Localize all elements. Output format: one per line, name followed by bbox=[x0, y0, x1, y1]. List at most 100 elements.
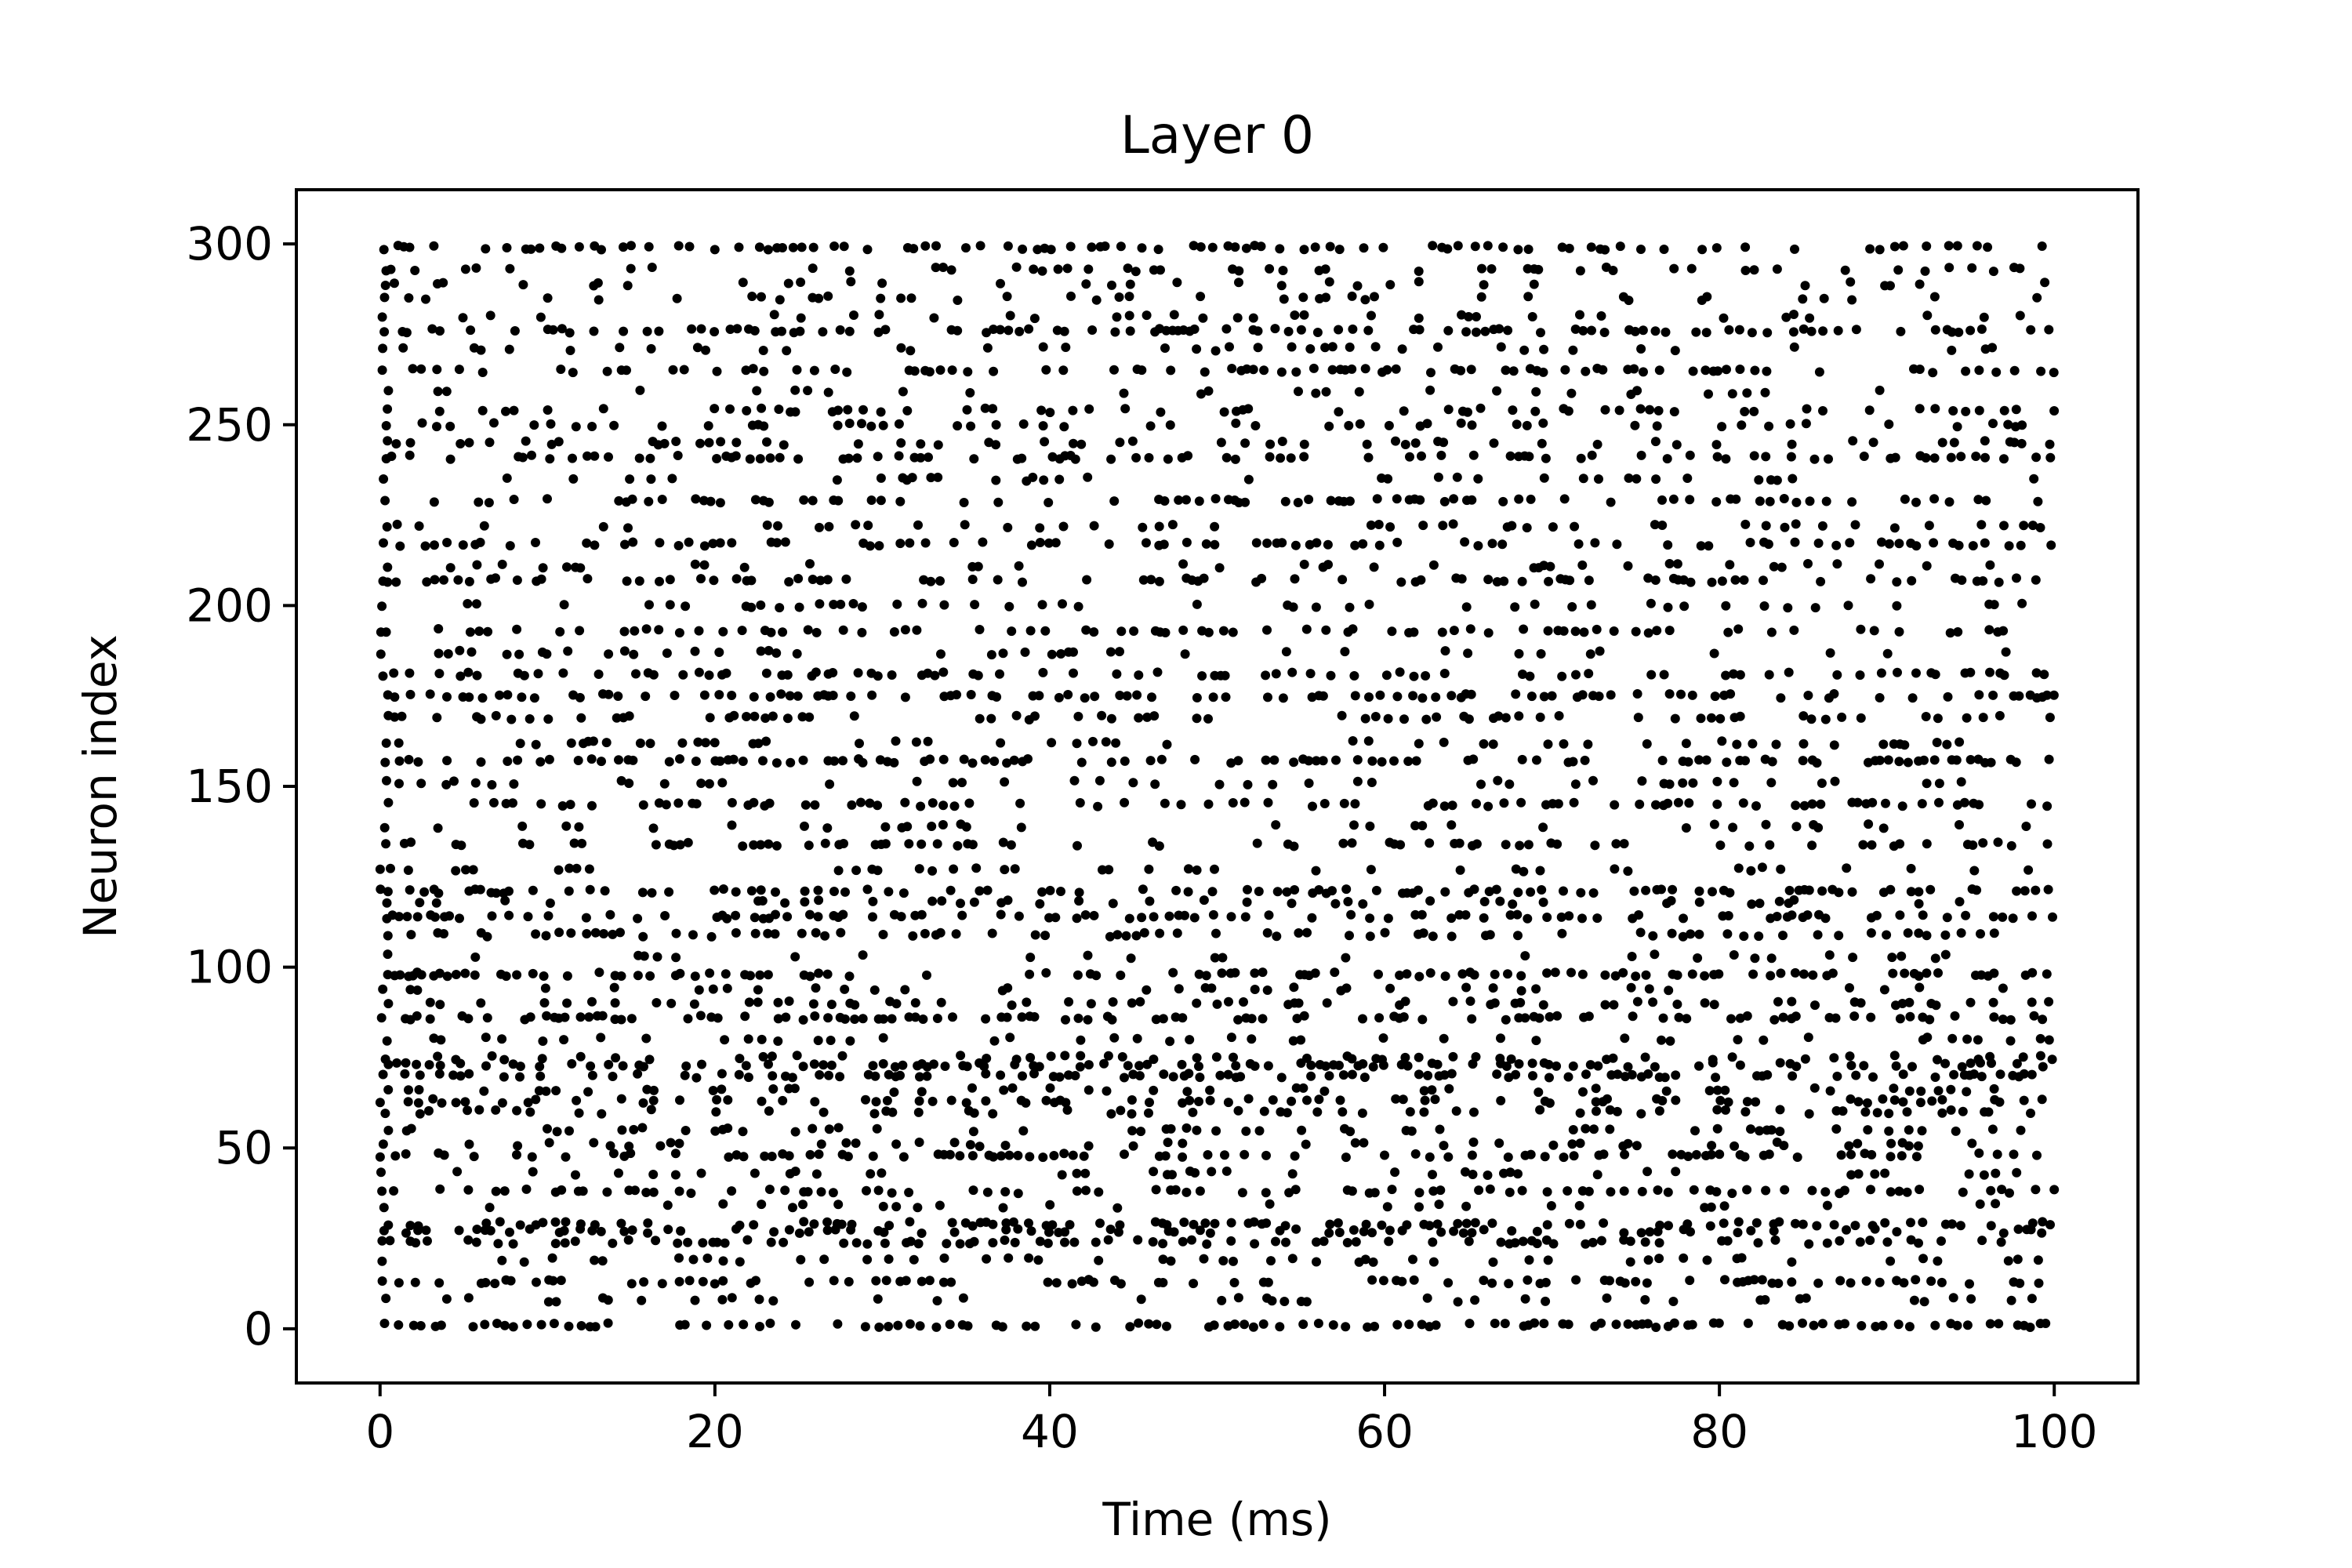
spike-point bbox=[1922, 1033, 1933, 1043]
spike-point bbox=[945, 1149, 955, 1160]
spike-point bbox=[1417, 451, 1426, 461]
spike-point bbox=[1578, 325, 1588, 336]
spike-point bbox=[1861, 1276, 1871, 1286]
spike-point bbox=[1232, 313, 1243, 323]
spike-point bbox=[765, 453, 775, 463]
spike-point bbox=[1648, 997, 1658, 1007]
spike-point bbox=[626, 241, 636, 251]
spike-point bbox=[1809, 1320, 1819, 1330]
spike-point bbox=[744, 997, 754, 1007]
spike-point bbox=[1100, 241, 1110, 251]
spike-point bbox=[1176, 800, 1186, 810]
spike-point bbox=[1831, 1013, 1841, 1023]
spike-point bbox=[1457, 574, 1467, 584]
spike-point bbox=[545, 454, 555, 464]
spike-point bbox=[624, 1142, 634, 1152]
spike-point bbox=[521, 436, 531, 446]
spike-point bbox=[1305, 344, 1316, 354]
spike-point bbox=[1464, 1236, 1474, 1247]
spike-point bbox=[400, 1069, 410, 1079]
spike-point bbox=[1807, 799, 1817, 809]
spike-point bbox=[1911, 1152, 1922, 1162]
spike-point bbox=[725, 404, 735, 414]
spike-point bbox=[1605, 1124, 1615, 1134]
spike-point bbox=[1705, 1221, 1715, 1231]
spike-point bbox=[2032, 1150, 2042, 1160]
spike-point bbox=[988, 1109, 998, 1119]
spike-point bbox=[2004, 541, 2014, 551]
spike-point bbox=[472, 1225, 482, 1234]
spike-point bbox=[1937, 1108, 1947, 1118]
spike-point bbox=[2043, 884, 2053, 895]
spike-point bbox=[1630, 326, 1640, 336]
spike-point bbox=[1640, 1052, 1650, 1062]
spike-point bbox=[1282, 887, 1292, 897]
spike-point bbox=[544, 1138, 554, 1148]
spike-point bbox=[1116, 241, 1126, 252]
spike-point bbox=[844, 1276, 854, 1287]
spike-point bbox=[862, 1254, 873, 1265]
spike-point bbox=[1663, 540, 1673, 550]
spike-point bbox=[967, 1221, 978, 1231]
spike-point bbox=[1651, 474, 1661, 485]
spike-point bbox=[1810, 1000, 1820, 1011]
spike-point bbox=[1261, 755, 1271, 765]
spike-point bbox=[2047, 1054, 2057, 1065]
spike-point bbox=[564, 863, 575, 873]
spike-point bbox=[550, 1239, 561, 1249]
spike-point bbox=[884, 1254, 894, 1264]
spike-point bbox=[1894, 626, 1904, 637]
spike-point bbox=[487, 1051, 497, 1061]
spike-point bbox=[851, 866, 862, 876]
spike-point bbox=[1360, 295, 1370, 305]
spike-point bbox=[1471, 1052, 1481, 1062]
spike-point bbox=[753, 997, 763, 1007]
spike-point bbox=[1195, 1225, 1205, 1236]
spike-point bbox=[1846, 1170, 1857, 1180]
spike-point bbox=[1868, 437, 1878, 448]
spike-point bbox=[998, 648, 1008, 659]
spike-point bbox=[868, 1151, 878, 1161]
spike-point bbox=[963, 367, 973, 377]
spike-point bbox=[1962, 1034, 1973, 1044]
spike-point bbox=[727, 691, 737, 700]
spike-point bbox=[1492, 386, 1502, 396]
spike-point bbox=[1443, 325, 1454, 336]
spike-point bbox=[1666, 895, 1676, 906]
spike-point bbox=[468, 1322, 478, 1332]
spike-point bbox=[1491, 884, 1501, 895]
spike-point bbox=[1631, 1276, 1641, 1287]
spike-point bbox=[377, 1186, 387, 1196]
spike-point bbox=[1097, 710, 1107, 720]
spike-point bbox=[1755, 496, 1765, 506]
spike-point bbox=[1237, 1188, 1247, 1198]
spike-point bbox=[956, 1051, 966, 1061]
spike-point bbox=[1911, 541, 1922, 551]
spike-point bbox=[1261, 1188, 1271, 1198]
spike-point bbox=[2044, 996, 2054, 1007]
spike-point bbox=[1365, 931, 1375, 942]
spike-point bbox=[787, 1073, 797, 1083]
spike-point bbox=[1725, 887, 1735, 898]
spike-point bbox=[986, 650, 996, 660]
spike-point bbox=[912, 625, 922, 635]
spike-point bbox=[481, 1033, 491, 1043]
spike-point bbox=[764, 798, 775, 808]
spike-point bbox=[1417, 693, 1428, 703]
spike-point bbox=[1671, 1095, 1681, 1105]
spike-point bbox=[1733, 1035, 1743, 1045]
spike-point bbox=[931, 263, 941, 273]
spike-point bbox=[404, 1085, 413, 1095]
spike-point bbox=[929, 313, 939, 323]
spike-point bbox=[622, 576, 632, 586]
spike-point bbox=[1720, 1275, 1730, 1285]
spike-point bbox=[823, 1013, 833, 1023]
spike-point bbox=[2021, 822, 2031, 831]
spike-point bbox=[1942, 913, 1952, 923]
spike-point bbox=[1058, 365, 1069, 376]
spike-point bbox=[1606, 690, 1616, 700]
spike-point bbox=[405, 242, 415, 252]
spike-point bbox=[1106, 757, 1116, 768]
spike-point bbox=[2008, 913, 2018, 924]
spike-point bbox=[386, 863, 395, 873]
